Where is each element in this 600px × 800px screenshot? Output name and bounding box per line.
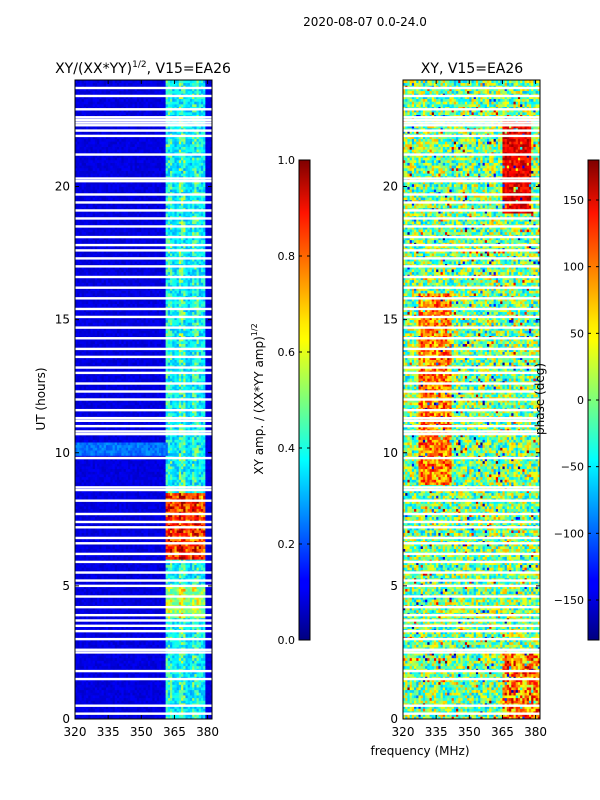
amplitude-title: XY/(XX*YY)1/2, V15=EA26 bbox=[55, 60, 231, 77]
amplitude-panel: XY/(XX*YY)1/2, V15=EA26 320 335 350 365 380 … bbox=[34, 60, 231, 739]
figure-suptitle: 2020-08-07 0.0-24.0 bbox=[303, 15, 427, 29]
figure: 2020-08-07 0.0-24.0 XY/(XX*YY)1/2, V15=E… bbox=[0, 0, 600, 800]
